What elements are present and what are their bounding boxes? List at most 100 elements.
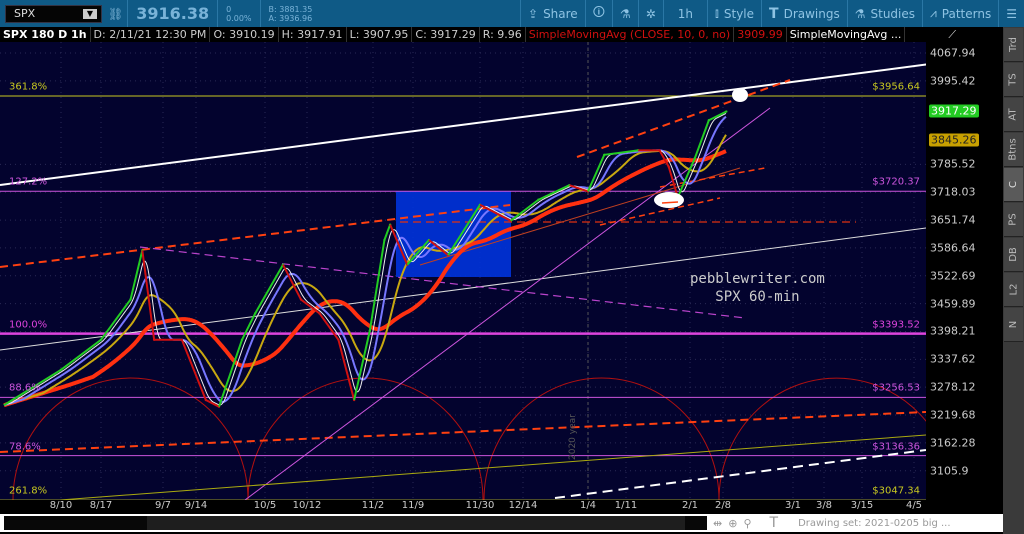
sidebar-tab-label: Trd — [1007, 37, 1019, 52]
fib-price-label: $3136.36 — [872, 441, 920, 453]
price-segment — [658, 149, 670, 168]
sidebar-tab-db[interactable]: DB — [1004, 238, 1023, 272]
scrollbar-thumb[interactable] — [147, 516, 685, 530]
study-sma-label[interactable]: SimpleMovingAvg (CLOSE, 10, 0, no) — [526, 27, 735, 42]
x-tick-label: 10/12 — [292, 500, 322, 511]
sidebar-tab-c[interactable]: C — [1004, 168, 1023, 202]
sidebar-tab-label: Btns — [1008, 138, 1019, 161]
y-tick-label: 3651.74 — [930, 213, 976, 227]
moving-average-line — [3, 134, 727, 407]
trend-line — [0, 204, 511, 268]
settings-button[interactable]: ✲ — [637, 0, 663, 27]
studies-button[interactable]: ⚗ Studies — [846, 0, 922, 27]
price-point — [725, 110, 728, 113]
price-segment — [667, 166, 679, 198]
price-segment — [3, 368, 62, 407]
trend-line — [659, 167, 766, 188]
sidebar-tab-ts[interactable]: TS — [1004, 63, 1023, 97]
x-tick-label: 3/15 — [850, 500, 874, 511]
x-tick-label: 2/8 — [714, 500, 732, 511]
study-sma2-label[interactable]: SimpleMovingAvg ... — [787, 27, 906, 42]
sidebar-tab-l2[interactable]: L2 — [1004, 273, 1023, 307]
ma-value-tag: 3845.26 — [929, 133, 979, 147]
price-axis[interactable]: 4067.94 3995.42 3785.52 3718.03 3651.74 3586.… — [926, 42, 1003, 500]
y-tick-label: 3522.69 — [930, 269, 976, 283]
y-tick-label: 3459.89 — [930, 297, 976, 311]
x-tick-label: 9/7 — [154, 500, 172, 511]
scroll-row: ⇹ ⊕ ⚲ T Drawing set: 2021-0205 big ... — [0, 514, 1003, 532]
sidebar-tab-label: AT — [1008, 108, 1019, 121]
interval-label: 1h — [677, 6, 694, 21]
time-axis[interactable]: 8/10 8/17 9/7 9/14 10/5 10/12 11/2 11/9 11/30 12/… — [0, 500, 1003, 514]
info-icon: 🛈 — [592, 5, 605, 19]
share-icon: ⇪ — [528, 6, 539, 21]
sidebar-tab-at[interactable]: AT — [1004, 98, 1023, 132]
sidebar-tab-ps[interactable]: PS — [1004, 203, 1023, 237]
price-segment — [604, 149, 639, 156]
x-tick-label: 11/30 — [465, 500, 495, 511]
price-segment — [569, 184, 589, 193]
trend-lines — [0, 63, 926, 500]
price-segment — [383, 224, 392, 241]
magnifier-icon[interactable]: ⚲ — [743, 516, 752, 530]
x-tick-label: 8/17 — [89, 500, 113, 511]
info-button[interactable]: 🛈 — [584, 0, 612, 27]
symbol-selector[interactable]: SPX ▼ — [5, 4, 102, 23]
crosshair-icon[interactable]: ⊕ — [728, 516, 738, 530]
moving-averages — [3, 112, 727, 408]
fib-percent-label: 78.6% — [9, 441, 41, 453]
trend-line — [59, 434, 926, 500]
moving-average-line — [3, 115, 727, 407]
price-segment — [447, 204, 481, 256]
zoom-horizontal-icon[interactable]: ⇹ — [713, 516, 723, 530]
price-series — [3, 110, 728, 408]
price-segment — [241, 312, 257, 341]
drawings-button[interactable]: T Drawings — [761, 0, 847, 27]
cycle-arcs — [12, 377, 926, 500]
bid: B: 3881.35 — [268, 4, 313, 14]
drawing-set-selector[interactable]: Drawing set: 2021-0205 big ... — [798, 517, 951, 529]
price-segment — [282, 264, 302, 301]
sidebar-tab-btns[interactable]: Btns — [1004, 133, 1023, 167]
interval-button[interactable]: 1h — [662, 0, 707, 27]
scale-icon[interactable]: ⟋ — [948, 28, 957, 41]
watermark-site: pebblewriter.com — [690, 271, 825, 287]
fib-price-label: $3256.53 — [872, 382, 920, 394]
grid — [0, 42, 926, 500]
chart-info-row: SPX 180 D 1h D: 2/11/21 12:30 PM O: 3910… — [0, 27, 1003, 42]
flask-button[interactable]: ⚗ — [611, 0, 638, 27]
horizontal-scrollbar[interactable] — [4, 516, 707, 530]
price-segment — [587, 154, 606, 192]
chart-title: SPX 180 D 1h — [0, 27, 91, 42]
sidebar-tab-trd[interactable]: Trd — [1004, 28, 1023, 62]
price-segment — [100, 298, 132, 341]
text-tool-icon: T — [769, 5, 779, 22]
share-button[interactable]: ⇪ Share — [520, 0, 585, 27]
y-tick-label: 3718.03 — [930, 185, 976, 199]
link-icon[interactable]: ⛓ — [108, 6, 124, 21]
trend-line — [554, 449, 926, 499]
fib-percent-label: 127.2% — [9, 176, 48, 188]
price-segment — [205, 399, 220, 408]
cycle-arc — [718, 377, 926, 500]
ask: A: 3936.96 — [268, 13, 313, 23]
menu-button[interactable]: ☰ — [998, 0, 1024, 27]
sidebar-tab-n[interactable]: N — [1004, 308, 1023, 342]
fib-percent-label: 361.8% — [9, 81, 48, 93]
price-segment — [479, 203, 512, 222]
x-tick-label: 11/2 — [361, 500, 385, 511]
patterns-button[interactable]: ⩘ Patterns — [922, 0, 998, 27]
net-change: 0 — [226, 4, 232, 14]
low-ellipse — [654, 192, 684, 208]
price-segment — [428, 239, 449, 256]
style-button[interactable]: ⫾ Style — [707, 0, 761, 27]
text-tool-icon[interactable]: T — [769, 515, 779, 531]
target-ellipse — [732, 88, 748, 102]
price-segment — [129, 250, 144, 300]
study-sma-value: 3909.99 — [734, 27, 787, 42]
highlight-box — [396, 191, 511, 277]
y-tick-label: 3995.42 — [930, 74, 976, 88]
sidebar-tab-label: L2 — [1008, 283, 1019, 296]
y-tick-label: 3219.68 — [930, 408, 976, 422]
